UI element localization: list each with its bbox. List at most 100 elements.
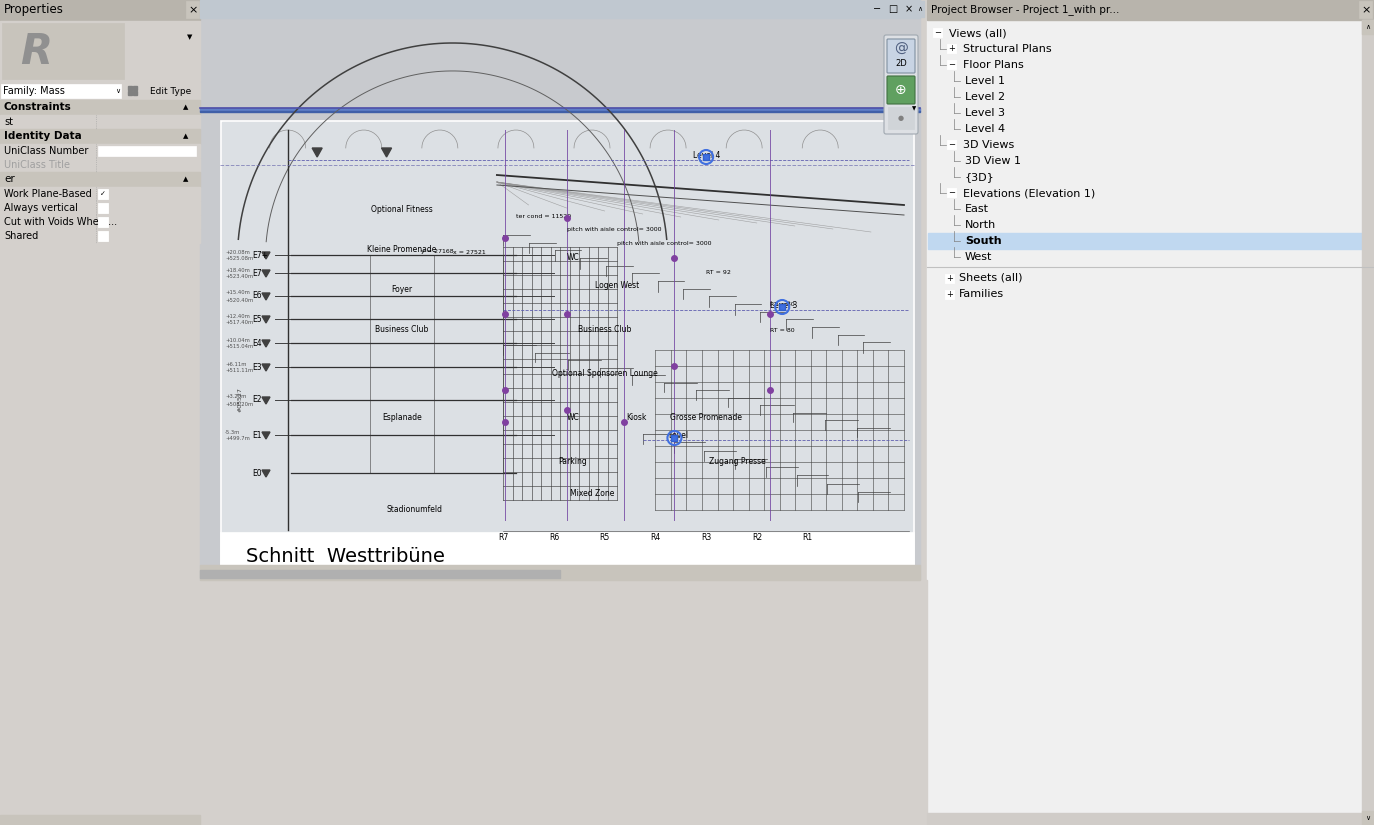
Bar [201,108,921,111]
Text: −: − [934,28,941,37]
Text: R1: R1 [802,534,812,543]
Bar [185,1,199,18]
Text: ×: × [1362,5,1371,15]
Bar [98,189,109,199]
Text: +523.40m: +523.40m [225,275,253,280]
Text: +6.11m: +6.11m [225,361,246,366]
Text: E2: E2 [251,395,261,404]
Bar [201,580,927,825]
Text: 3D View 1: 3D View 1 [965,156,1021,166]
Bar [275,130,910,530]
Polygon shape [262,340,271,347]
Polygon shape [262,470,271,477]
Text: Parking: Parking [559,458,587,466]
Bar [128,91,132,95]
Bar [201,565,921,580]
Text: Always vertical: Always vertical [4,203,78,213]
Text: WC: WC [566,413,580,422]
Bar [133,91,137,95]
Bar [947,60,956,69]
Text: ●: ● [899,115,904,121]
Bar [98,231,109,241]
Bar [0,100,201,115]
Bar [933,28,943,37]
Bar [0,129,201,144]
Bar [927,813,1374,825]
Text: Views (all): Views (all) [949,28,1007,38]
Text: ∧: ∧ [918,6,922,12]
Text: Floor Plans: Floor Plans [963,60,1024,70]
Bar [1359,1,1373,18]
Text: Business Club: Business Club [375,326,429,334]
Text: Level 2: Level 2 [965,92,1006,102]
Text: E4: E4 [251,338,261,347]
Bar [0,172,201,187]
Text: +20.08m: +20.08m [225,249,250,254]
Text: 2D: 2D [894,59,907,68]
Text: Level 4: Level 4 [694,150,721,159]
Text: +15.40m: +15.40m [225,290,250,295]
Bar [947,44,956,53]
Text: @: @ [894,42,908,56]
Text: ▼: ▼ [187,34,192,40]
Bar [128,86,132,90]
Text: #05527: #05527 [238,388,243,412]
Bar [0,0,201,20]
Text: ∧: ∧ [1366,24,1370,30]
Bar [0,187,201,201]
Bar [201,111,921,112]
Text: RT = 92: RT = 92 [706,270,731,275]
Text: ▲: ▲ [183,133,188,139]
Bar [901,1,916,17]
Text: +: + [948,44,955,53]
Polygon shape [262,270,271,277]
Text: Families: Families [959,289,1004,299]
Bar [1362,20,1374,825]
Bar [0,0,201,825]
Text: RT = 80: RT = 80 [769,328,794,332]
FancyBboxPatch shape [888,39,915,73]
Bar [1362,811,1374,825]
Bar [945,274,954,283]
Text: +517.40m: +517.40m [225,320,253,326]
Text: er: er [4,174,15,184]
Text: R7: R7 [499,534,508,543]
Bar [0,115,201,129]
Bar [947,140,956,149]
Text: Optional Fitness: Optional Fitness [371,205,433,215]
Bar [98,217,109,227]
Text: Shared: Shared [4,231,38,241]
Polygon shape [262,293,271,300]
Text: ×: × [905,4,914,14]
Text: E7: E7 [251,268,261,277]
Bar [0,229,201,243]
Text: Level 1: Level 1 [965,76,1004,86]
Text: RT = 80: RT = 80 [769,303,794,308]
Text: ▲: ▲ [183,176,188,182]
Bar [201,0,921,580]
Polygon shape [262,316,271,323]
Bar [870,1,885,17]
Text: R3: R3 [701,534,712,543]
Text: −: − [948,140,955,149]
Text: −: − [948,188,955,197]
Text: +511.11m: +511.11m [225,369,253,374]
Polygon shape [382,148,392,157]
Text: −: − [872,4,881,14]
Text: +3.20m: +3.20m [225,394,246,399]
Polygon shape [262,397,271,404]
Text: ∨: ∨ [1366,815,1370,821]
Text: ×: × [188,5,198,15]
Text: Properties: Properties [4,3,63,16]
Text: Zugang Presse: Zugang Presse [709,458,767,466]
Bar [131,28,196,48]
Text: Foyer: Foyer [392,285,412,295]
Text: Optional Sponsoren Lounge: Optional Sponsoren Lounge [552,370,658,379]
Text: E5: E5 [251,314,261,323]
Bar [0,82,201,100]
Text: R6: R6 [548,534,559,543]
Text: Sheets (all): Sheets (all) [959,273,1022,283]
Bar [1,84,121,98]
Text: UniClass Title: UniClass Title [4,160,70,170]
Text: South: South [965,236,1002,246]
